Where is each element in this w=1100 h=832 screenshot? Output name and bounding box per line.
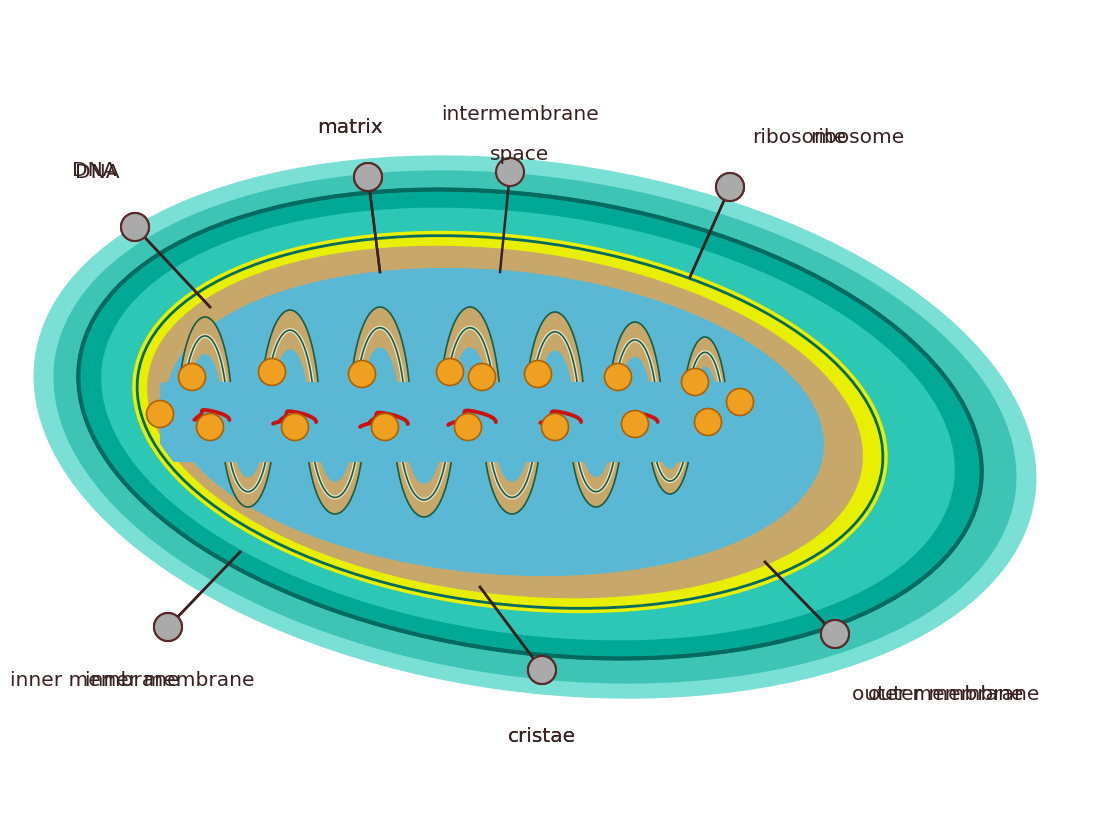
Circle shape — [716, 173, 744, 201]
Circle shape — [454, 414, 482, 440]
Polygon shape — [316, 422, 354, 482]
Circle shape — [154, 613, 182, 641]
Polygon shape — [394, 422, 454, 517]
Text: cristae: cristae — [508, 727, 576, 746]
Circle shape — [621, 410, 649, 438]
Polygon shape — [648, 422, 692, 494]
Text: cristae: cristae — [508, 727, 576, 746]
Text: inner membrane: inner membrane — [85, 671, 254, 690]
Ellipse shape — [54, 171, 1016, 684]
Text: outer membrane: outer membrane — [868, 685, 1040, 704]
Polygon shape — [439, 307, 500, 422]
Circle shape — [496, 158, 524, 186]
Circle shape — [354, 163, 382, 191]
Circle shape — [821, 620, 849, 648]
Ellipse shape — [34, 156, 1036, 699]
Circle shape — [121, 213, 148, 241]
Text: outer membrane: outer membrane — [852, 685, 1023, 704]
Circle shape — [541, 414, 569, 440]
Circle shape — [528, 656, 556, 684]
Polygon shape — [493, 422, 531, 482]
Polygon shape — [306, 422, 364, 514]
Polygon shape — [682, 337, 727, 422]
Polygon shape — [525, 312, 585, 422]
Text: ribosome: ribosome — [810, 127, 904, 146]
Polygon shape — [536, 350, 574, 422]
Circle shape — [821, 620, 849, 648]
Text: ribosome: ribosome — [752, 127, 846, 146]
Polygon shape — [177, 317, 232, 422]
Polygon shape — [450, 347, 491, 422]
Circle shape — [694, 409, 722, 435]
Circle shape — [121, 213, 148, 241]
Polygon shape — [691, 367, 719, 422]
FancyBboxPatch shape — [160, 382, 750, 462]
Text: matrix: matrix — [317, 117, 383, 136]
Polygon shape — [483, 422, 541, 514]
Polygon shape — [349, 307, 411, 422]
Ellipse shape — [166, 268, 824, 576]
Circle shape — [258, 359, 286, 385]
Circle shape — [354, 163, 382, 191]
Text: space: space — [491, 145, 550, 164]
Polygon shape — [617, 357, 653, 422]
Circle shape — [197, 414, 223, 440]
Circle shape — [282, 414, 308, 440]
Polygon shape — [607, 322, 662, 422]
Circle shape — [146, 400, 174, 428]
Polygon shape — [231, 422, 265, 478]
Circle shape — [154, 613, 182, 641]
Circle shape — [525, 360, 551, 388]
Polygon shape — [360, 347, 400, 422]
Circle shape — [349, 360, 375, 388]
Text: matrix: matrix — [317, 117, 383, 136]
Circle shape — [528, 656, 556, 684]
Circle shape — [178, 364, 206, 390]
Ellipse shape — [78, 190, 981, 658]
Polygon shape — [579, 422, 613, 478]
Polygon shape — [570, 422, 622, 507]
Text: intermembrane: intermembrane — [441, 105, 598, 123]
Polygon shape — [271, 349, 309, 422]
Text: DNA: DNA — [72, 161, 117, 180]
Polygon shape — [260, 310, 320, 422]
Ellipse shape — [101, 208, 955, 641]
Circle shape — [469, 364, 495, 390]
Polygon shape — [187, 354, 223, 422]
Circle shape — [437, 359, 463, 385]
Ellipse shape — [147, 245, 862, 598]
Circle shape — [605, 364, 631, 390]
Text: inner membrane: inner membrane — [10, 671, 179, 690]
Polygon shape — [222, 422, 274, 507]
Ellipse shape — [138, 235, 883, 608]
Circle shape — [372, 414, 398, 440]
Circle shape — [716, 173, 744, 201]
Polygon shape — [405, 422, 443, 483]
Circle shape — [726, 389, 754, 415]
Text: DNA: DNA — [75, 162, 120, 181]
Circle shape — [682, 369, 708, 395]
Polygon shape — [656, 422, 684, 468]
